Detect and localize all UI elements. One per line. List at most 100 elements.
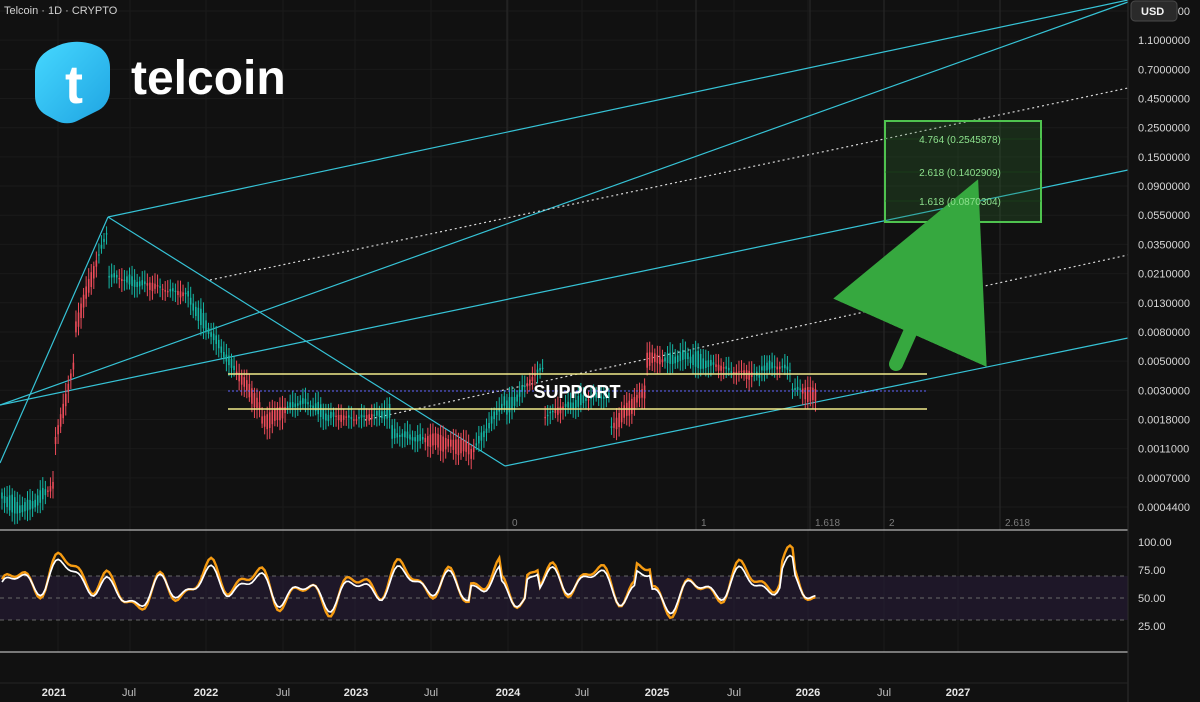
candle-body <box>623 405 625 418</box>
candle-body <box>416 435 419 442</box>
candle-body <box>705 360 707 369</box>
candle-body <box>302 398 304 404</box>
x-axis-year-label: 2024 <box>496 687 521 699</box>
candle-body <box>646 352 648 368</box>
candle-body <box>740 370 743 373</box>
candle-body <box>411 437 414 441</box>
candle-body <box>123 279 126 282</box>
candle-body <box>24 502 26 512</box>
candle-body <box>697 350 699 369</box>
candle-body <box>13 497 16 514</box>
candle-body <box>603 396 605 399</box>
candle-body <box>368 414 370 421</box>
candle-body <box>432 433 434 446</box>
candle-body <box>365 415 368 419</box>
candle-body <box>781 366 784 368</box>
candle-body <box>529 379 531 386</box>
candle-body <box>447 439 450 447</box>
candle-body <box>794 388 796 390</box>
candle-body <box>444 437 447 450</box>
candle-body <box>804 387 807 400</box>
candle-body <box>574 399 577 408</box>
candle-body <box>62 403 64 419</box>
candle-body <box>393 428 396 439</box>
candle-body <box>276 407 279 421</box>
candle-body <box>651 352 654 363</box>
candle-body <box>322 409 325 420</box>
candle-body <box>82 294 85 308</box>
target-level-2618: 2.618 (0.1402909) <box>919 168 1001 179</box>
candle-body <box>419 434 421 441</box>
candle-body <box>121 279 123 282</box>
candle-body <box>399 435 401 437</box>
candle-body <box>164 290 166 292</box>
x-axis-year-label: 2025 <box>645 687 669 699</box>
candle-body <box>559 406 562 414</box>
candle-body <box>564 403 567 407</box>
candle-body <box>643 385 646 399</box>
fib-time-label: 2.618 <box>1005 518 1030 529</box>
candle-body <box>631 398 633 414</box>
candle-body <box>159 286 161 288</box>
candle-body <box>638 392 641 399</box>
candle-body <box>131 276 133 286</box>
candle-body <box>386 407 388 419</box>
candle-body <box>363 415 365 417</box>
candle-body <box>154 283 156 289</box>
candle-body <box>376 410 378 416</box>
candle-body <box>768 360 771 370</box>
target-level-1618: 1.618 (0.0870304) <box>919 197 1001 208</box>
x-axis-month-label: Jul <box>877 687 891 699</box>
rsi-tick-label: 100.00 <box>1138 537 1172 549</box>
candle-body <box>141 280 144 286</box>
candle-body <box>590 397 592 400</box>
fib-time-label: 0 <box>512 518 518 529</box>
candle-body <box>536 369 539 373</box>
candle-body <box>39 490 42 503</box>
candle-body <box>605 394 608 399</box>
candle-body <box>406 431 409 439</box>
candle-body <box>595 392 597 398</box>
candle-body <box>205 320 207 332</box>
candle-body <box>587 399 590 401</box>
candle-body <box>57 425 59 435</box>
candle-body <box>656 354 659 364</box>
candle-body <box>115 274 118 278</box>
candle-body <box>799 388 801 390</box>
candle-body <box>19 505 21 514</box>
price-tick-label: 0.0080000 <box>1138 327 1190 339</box>
candle-body <box>299 400 302 405</box>
candle-body <box>508 397 511 413</box>
price-tick-label: 0.7000000 <box>1138 64 1190 76</box>
candle-body <box>353 419 355 421</box>
candle-body <box>297 403 299 406</box>
candle-body <box>562 406 564 409</box>
candle-body <box>230 358 233 368</box>
candle-body <box>791 388 794 391</box>
candle-body <box>682 350 684 360</box>
candle-body <box>501 403 503 409</box>
candle-body <box>105 233 108 235</box>
candle-body <box>1 492 3 499</box>
candle-body <box>128 274 131 285</box>
candle-body <box>641 389 643 398</box>
brand-layer: t telcoin <box>35 41 286 124</box>
candle-body <box>240 374 243 385</box>
price-tick-label: 0.4500000 <box>1138 94 1190 106</box>
candle-body <box>177 290 179 296</box>
candle-body <box>192 303 195 311</box>
candle-body <box>523 385 526 388</box>
currency-badge[interactable]: USD <box>1130 0 1178 22</box>
candle-body <box>268 412 271 429</box>
candle-body <box>118 277 121 280</box>
rsi-tick-label: 50.00 <box>1138 593 1166 605</box>
candle-body <box>108 276 110 278</box>
candle-body <box>286 406 289 408</box>
candle-body <box>552 410 554 413</box>
channel-line <box>107 0 1129 218</box>
candle-body <box>771 362 773 369</box>
candle-body <box>378 410 381 417</box>
candle-body <box>694 351 697 367</box>
candle-body <box>391 425 393 439</box>
